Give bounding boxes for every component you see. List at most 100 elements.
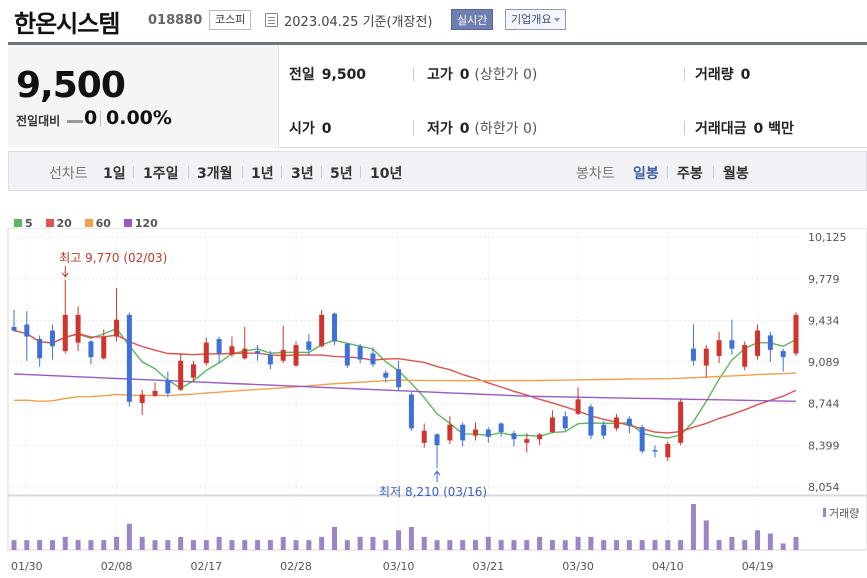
company-overview-label: 기업개요 <box>511 13 552 26</box>
price-summary: 9,500 전일대비 0 0.00% 전일 9,500 고가 0 (상한가 0) 거… <box>8 45 867 148</box>
volume-bar <box>447 540 453 550</box>
upper-limit: (상한가 0) <box>474 67 538 83</box>
volume-bar <box>88 540 94 550</box>
amount-value: 0 백만 <box>753 121 794 137</box>
candle-body <box>614 417 620 429</box>
candle-body <box>742 345 748 367</box>
company-overview-dropdown[interactable]: 기업개요 <box>505 9 567 30</box>
change-value: 0 <box>84 107 98 129</box>
tab-line-3m[interactable]: 3개월 <box>197 166 233 182</box>
x-tick-label: 03/21 <box>472 560 504 573</box>
tab-line-1d[interactable]: 1일 <box>103 166 126 182</box>
candle-body <box>562 416 568 429</box>
candle-body <box>511 433 517 440</box>
open-label: 시가 <box>289 121 315 137</box>
tab-divider <box>188 166 189 178</box>
tab-candle-weekly[interactable]: 주봉 <box>677 166 703 182</box>
y-tick-label: 9,779 <box>808 273 840 286</box>
candle-body <box>690 348 696 361</box>
candle-body <box>665 444 671 458</box>
tab-candle-monthly[interactable]: 월봉 <box>723 166 749 182</box>
candle-body <box>152 390 158 396</box>
volume-bar <box>614 540 620 550</box>
tab-line-5y[interactable]: 5년 <box>330 166 353 182</box>
volume-bar <box>408 527 414 550</box>
volume-bar <box>139 536 145 550</box>
volume-bar <box>665 540 671 550</box>
volume-bar <box>498 540 504 550</box>
volume-bar <box>549 540 555 550</box>
volume-bar <box>652 540 658 550</box>
x-tick-label: 02/17 <box>190 560 222 573</box>
unchanged-icon <box>67 120 83 123</box>
trading-amount: 거래대금 0 백만 <box>695 118 794 138</box>
volume-bar <box>524 540 530 550</box>
volume-bar <box>562 540 568 550</box>
volume-value: 0 <box>740 67 751 83</box>
ma-legend: 5 20 60 120 <box>14 217 167 230</box>
volume-bar <box>101 540 107 550</box>
volume-bar <box>331 527 337 550</box>
current-price-panel: 9,500 전일대비 0 0.00% <box>8 45 279 148</box>
y-tick-label: 9,089 <box>808 356 840 369</box>
x-tick-label: 03/30 <box>562 560 594 573</box>
candle-body <box>24 324 30 337</box>
realtime-button[interactable]: 실시간 <box>451 9 494 30</box>
change-label: 전일대비 <box>16 114 61 128</box>
candle-body <box>62 314 68 352</box>
candle-body <box>280 349 286 361</box>
volume-bar <box>601 540 607 550</box>
candle-body <box>421 430 427 443</box>
tab-line-1w[interactable]: 1주일 <box>143 166 179 182</box>
y-tick-label: 8,744 <box>808 398 840 411</box>
candle-body <box>549 417 555 432</box>
candle-body <box>114 319 120 337</box>
candle-body <box>383 372 389 378</box>
candle-body <box>793 314 799 354</box>
high-value: 0 <box>459 67 470 83</box>
candle-body <box>255 351 261 354</box>
tab-line-3y[interactable]: 3년 <box>291 166 314 182</box>
ma120-line <box>13 373 797 402</box>
volume-label: 거래량 <box>829 507 859 520</box>
divider <box>413 121 414 135</box>
x-tick-label: 04/10 <box>652 560 684 573</box>
volume-bar <box>165 540 171 550</box>
market-badge: 코스피 <box>209 10 252 30</box>
candle-body <box>498 423 504 432</box>
tab-candle-daily[interactable]: 일봉 <box>633 166 659 182</box>
y-tick-label: 8,054 <box>808 481 840 494</box>
volume-bar <box>344 540 350 550</box>
candle-body <box>396 369 402 388</box>
candle-body <box>485 429 491 437</box>
candle-body <box>601 424 607 436</box>
candle-body <box>537 434 543 440</box>
chart-period-tabs: 선차트 1일 1주일 3개월 1년 3년 5년 10년 봉차트 일봉 주봉 월봉 <box>8 151 867 191</box>
lower-limit: (하한가 0) <box>474 121 538 137</box>
volume-bar <box>690 504 696 550</box>
tab-line-10y[interactable]: 10년 <box>370 166 403 182</box>
candle-body <box>626 418 632 426</box>
candle-body <box>716 340 722 356</box>
candle-body <box>729 340 735 349</box>
volume-bar <box>511 540 517 550</box>
volume-bar <box>383 540 389 550</box>
candle-body <box>203 342 209 364</box>
prev-close: 전일 9,500 <box>289 64 366 84</box>
volume-bar <box>639 540 645 550</box>
tab-divider <box>360 166 361 178</box>
volume-bar <box>152 540 158 550</box>
legend-ma5: 5 <box>14 217 33 230</box>
volume-bar <box>126 523 132 550</box>
candle-body <box>703 348 709 366</box>
candlestick-chart[interactable]: 10,125 9,779 9,434 9,089 8,744 8,399 8,054 01/3… <box>0 228 867 578</box>
tab-line-1y[interactable]: 1년 <box>251 166 274 182</box>
y-tick-label: 10,125 <box>808 231 847 244</box>
header-divider <box>8 42 867 45</box>
candle-body <box>49 330 55 347</box>
low-value: 0 <box>459 121 470 137</box>
volume-bar <box>11 540 17 550</box>
candle-body <box>190 364 196 378</box>
volume-bar <box>178 536 184 550</box>
x-tick-label: 03/10 <box>383 560 415 573</box>
